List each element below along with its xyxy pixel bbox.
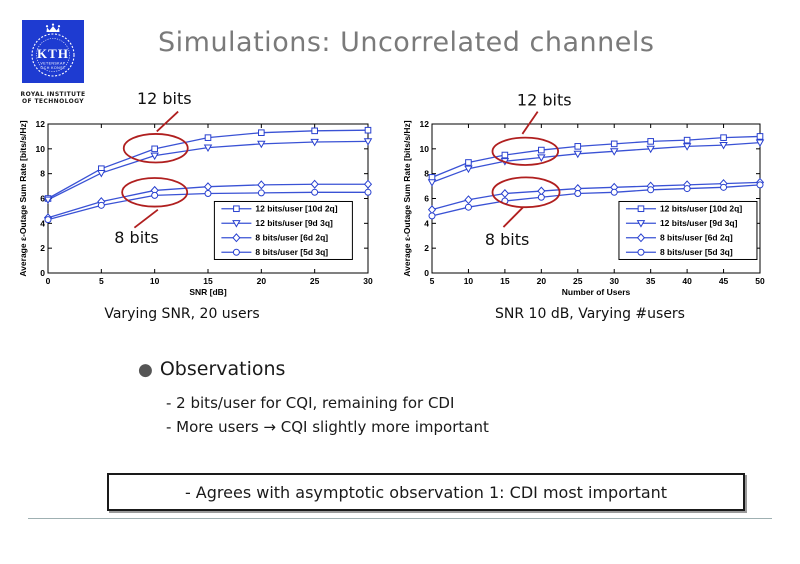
svg-text:12: 12 [36,119,46,129]
svg-text:12: 12 [420,119,430,129]
bullet-icon: ● [138,360,153,380]
svg-text:Average ε-Outage Sum Rate [bit: Average ε-Outage Sum Rate [bits/s/Hz] [402,120,412,276]
svg-text:Average ε-Outage Sum Rate [bit: Average ε-Outage Sum Rate [bits/s/Hz] [18,120,28,276]
chart-caption-left: Varying SNR, 20 users [104,306,260,322]
svg-text:35: 35 [646,276,656,286]
svg-text:12 bits/user [10d 2q]: 12 bits/user [10d 2q] [255,204,337,214]
logo-motto-1: VETENSKAP [40,62,65,66]
svg-text:8: 8 [424,169,429,179]
svg-text:6: 6 [424,194,429,204]
svg-text:4: 4 [424,218,429,228]
svg-text:12 bits: 12 bits [517,90,572,109]
svg-text:6: 6 [40,194,45,204]
svg-text:15: 15 [203,276,213,286]
svg-text:30: 30 [609,276,619,286]
svg-text:45: 45 [719,276,729,286]
svg-text:2: 2 [424,243,429,253]
svg-text:25: 25 [310,276,320,286]
svg-text:SNR [dB]: SNR [dB] [189,287,226,297]
chart-users: 5 10 15 20 25 30 35 40 45 50 0 2 4 6 8 10 12 Number of Us… [402,85,772,303]
kth-logo-graphic: KTH VETENSKAP OCH KONST [22,20,84,83]
svg-text:12 bits: 12 bits [137,89,192,108]
svg-text:8 bits/user [6d 2q]: 8 bits/user [6d 2q] [255,233,328,243]
svg-text:8 bits/user [5d 3q]: 8 bits/user [5d 3q] [255,247,328,257]
svg-text:5: 5 [99,276,104,286]
svg-text:Number of Users: Number of Users [562,287,631,297]
institute-line-2: OF TECHNOLOGY [21,98,85,105]
svg-text:5: 5 [430,276,435,286]
svg-text:50: 50 [755,276,765,286]
svg-text:0: 0 [46,276,51,286]
page-title: Simulations: Uncorrelated channels [158,27,655,58]
svg-text:30: 30 [363,276,373,286]
svg-text:8 bits/user [5d 3q]: 8 bits/user [5d 3q] [660,247,733,257]
svg-text:10: 10 [464,276,474,286]
crown-icon [45,23,61,32]
svg-text:12 bits/user [10d 2q]: 12 bits/user [10d 2q] [660,204,742,214]
kth-logo: KTH VETENSKAP OCH KONST [22,20,84,83]
bottom-divider [28,518,772,519]
svg-text:12 bits/user [9d 3q]: 12 bits/user [9d 3q] [660,218,738,228]
chart-snr: 0 5 10 15 20 25 30 0 2 4 6 8 10 12 SNR [dB] Average ε-O… [18,85,380,303]
svg-text:2: 2 [40,243,45,253]
svg-text:10: 10 [420,144,430,154]
svg-text:8 bits: 8 bits [485,230,529,249]
svg-text:8 bits: 8 bits [114,228,158,247]
svg-text:10: 10 [36,144,46,154]
svg-text:10: 10 [150,276,160,286]
chart-caption-right: SNR 10 dB, Varying #users [495,306,685,322]
logo-acronym: KTH [37,46,69,61]
boxed-note-text: - Agrees with asymptotic observation 1: … [184,482,668,502]
boxed-note: - Agrees with asymptotic observation 1: … [107,473,745,511]
svg-text:8: 8 [40,169,45,179]
svg-text:20: 20 [537,276,547,286]
institute-line-1: ROYAL INSTITUTE [20,91,86,98]
svg-text:4: 4 [40,218,45,228]
svg-text:20: 20 [257,276,267,286]
svg-text:0: 0 [424,268,429,278]
svg-text:15: 15 [500,276,510,286]
svg-text:0: 0 [40,268,45,278]
observations-heading-label: Observations [159,358,286,380]
observation-item: - More users → CQI slightly more importa… [166,418,489,436]
observation-item: - 2 bits/user for CQI, remaining for CDI [166,394,455,412]
svg-text:25: 25 [573,276,583,286]
svg-text:8 bits/user [6d 2q]: 8 bits/user [6d 2q] [660,233,733,243]
observations-heading: ● Observations [138,358,285,380]
svg-text:40: 40 [682,276,692,286]
svg-text:12 bits/user [9d 3q]: 12 bits/user [9d 3q] [255,218,333,228]
logo-motto-2: OCH KONST [41,66,66,70]
institute-name: ROYAL INSTITUTE OF TECHNOLOGY [10,91,96,105]
